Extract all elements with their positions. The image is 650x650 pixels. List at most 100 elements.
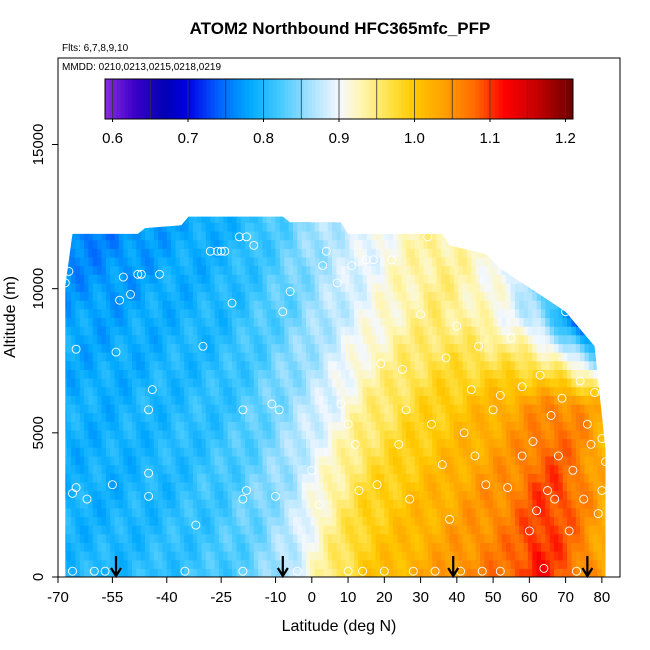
heatmap-cell <box>424 430 429 439</box>
heatmap-cell <box>97 257 102 266</box>
heatmap-cell <box>550 534 555 543</box>
heatmap-cell <box>306 404 311 413</box>
heatmap-cell <box>545 309 550 318</box>
heatmap-cell <box>258 413 263 422</box>
heatmap-cell <box>128 447 133 456</box>
heatmap-cell <box>93 292 98 301</box>
heatmap-cell <box>515 361 520 370</box>
heatmap-cell <box>263 266 268 275</box>
heatmap-cell <box>310 542 315 551</box>
heatmap-cell <box>106 430 111 439</box>
heatmap-cell <box>75 335 80 344</box>
heatmap-cell <box>367 421 372 430</box>
heatmap-cell <box>223 560 228 569</box>
heatmap-cell <box>258 222 263 231</box>
heatmap-cell <box>193 542 198 551</box>
heatmap-cell <box>558 551 563 560</box>
heatmap-cell <box>154 491 159 500</box>
heatmap-cell <box>545 361 550 370</box>
heatmap-cell <box>358 326 363 335</box>
heatmap-cell <box>380 421 385 430</box>
heatmap-cell <box>367 283 372 292</box>
heatmap-cell <box>441 568 446 577</box>
heatmap-cell <box>289 560 294 569</box>
heatmap-cell <box>332 482 337 491</box>
heatmap-cell <box>193 361 198 370</box>
heatmap-cell <box>406 473 411 482</box>
heatmap-cell <box>128 343 133 352</box>
heatmap-cell <box>441 292 446 301</box>
heatmap-cell <box>180 274 185 283</box>
heatmap-cell <box>558 361 563 370</box>
heatmap-cell <box>484 266 489 275</box>
heatmap-cell <box>215 266 220 275</box>
heatmap-cell <box>410 326 415 335</box>
heatmap-cell <box>419 473 424 482</box>
heatmap-cell <box>323 491 328 500</box>
heatmap-cell <box>210 248 215 257</box>
heatmap-cell <box>506 335 511 344</box>
heatmap-cell <box>219 560 224 569</box>
heatmap-cell <box>106 395 111 404</box>
heatmap-cell <box>541 430 546 439</box>
heatmap-cell <box>323 482 328 491</box>
heatmap-cell <box>202 283 207 292</box>
heatmap-cell <box>489 352 494 361</box>
heatmap-cell <box>158 542 163 551</box>
heatmap-cell <box>341 318 346 327</box>
heatmap-cell <box>263 499 268 508</box>
heatmap-cell <box>97 508 102 517</box>
heatmap-cell <box>80 309 85 318</box>
heatmap-cell <box>371 517 376 526</box>
heatmap-cell <box>245 231 250 240</box>
heatmap-cell <box>350 343 355 352</box>
heatmap-cell <box>276 240 281 249</box>
heatmap-cell <box>367 499 372 508</box>
heatmap-cell <box>454 343 459 352</box>
heatmap-cell <box>454 335 459 344</box>
heatmap-cell <box>367 439 372 448</box>
heatmap-cell <box>119 447 124 456</box>
heatmap-cell <box>145 542 150 551</box>
heatmap-cell <box>537 413 542 422</box>
heatmap-cell <box>519 517 524 526</box>
heatmap-cell <box>289 395 294 404</box>
heatmap-cell <box>154 352 159 361</box>
heatmap-cell <box>315 421 320 430</box>
heatmap-cell <box>550 352 555 361</box>
heatmap-cell <box>263 568 268 577</box>
heatmap-cell <box>445 292 450 301</box>
heatmap-cell <box>271 387 276 396</box>
heatmap-cell <box>532 551 537 560</box>
heatmap-cell <box>480 456 485 465</box>
heatmap-cell <box>289 222 294 231</box>
heatmap-cell <box>284 473 289 482</box>
heatmap-cell <box>458 551 463 560</box>
heatmap-cell <box>432 525 437 534</box>
heatmap-cell <box>263 491 268 500</box>
heatmap-cell <box>445 257 450 266</box>
heatmap-cell <box>276 361 281 370</box>
heatmap-cell <box>437 378 442 387</box>
heatmap-cell <box>471 456 476 465</box>
heatmap-cell <box>80 395 85 404</box>
heatmap-cell <box>97 248 102 257</box>
heatmap-cell <box>302 560 307 569</box>
heatmap-cell <box>367 395 372 404</box>
heatmap-cell <box>219 568 224 577</box>
heatmap-cell <box>297 361 302 370</box>
heatmap-cell <box>363 447 368 456</box>
heatmap-cell <box>128 274 133 283</box>
heatmap-cell <box>210 274 215 283</box>
heatmap-cell <box>519 292 524 301</box>
heatmap-cell <box>545 335 550 344</box>
heatmap-cell <box>384 352 389 361</box>
heatmap-cell <box>397 482 402 491</box>
heatmap-cell <box>210 568 215 577</box>
heatmap-cell <box>193 274 198 283</box>
heatmap-cell <box>497 508 502 517</box>
heatmap-cell <box>554 318 559 327</box>
heatmap-cell <box>358 456 363 465</box>
heatmap-cell <box>428 447 433 456</box>
heatmap-cell <box>236 300 241 309</box>
